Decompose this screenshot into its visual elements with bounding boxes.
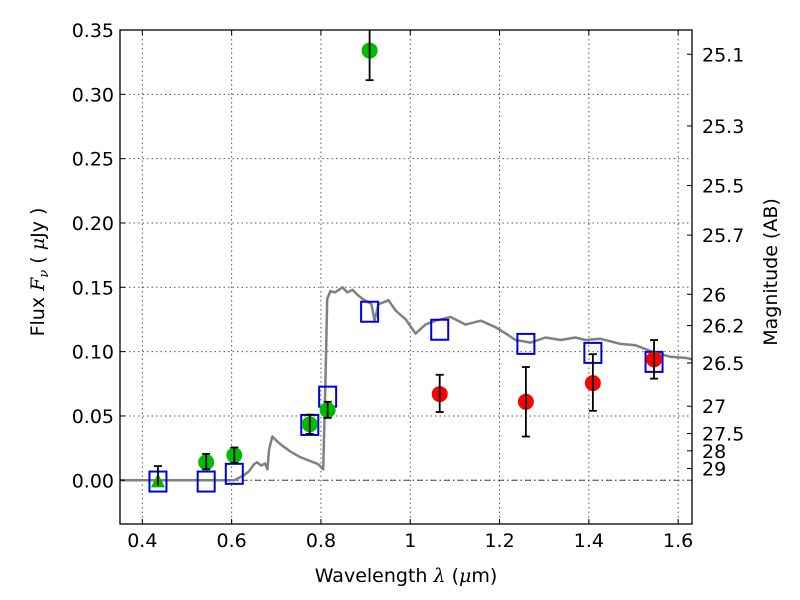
model-photometry-square	[360, 300, 380, 323]
nu-subscript: ν	[37, 270, 52, 278]
y2-tick-label: 25.1	[702, 44, 744, 66]
y2-tick-label: 27.5	[702, 424, 744, 446]
y2-tick-label: 26.5	[702, 353, 744, 375]
y-tick-label: 0.10	[72, 342, 114, 364]
model-photometry-square	[196, 470, 216, 493]
x-tick-label: 1	[404, 530, 416, 552]
x-axis-label-paren: (	[446, 565, 459, 587]
mu-symbol: μ	[459, 565, 471, 587]
series-model-photometry	[148, 300, 664, 493]
y2-axis-label: Magnitude (AB)	[760, 198, 782, 346]
y2-tick-label: 27	[702, 396, 726, 418]
model-spectrum-line	[120, 286, 692, 482]
series-model-spectrum	[120, 286, 692, 482]
model-photometry-square	[430, 318, 450, 341]
x-tick-label: 0.6	[217, 530, 247, 552]
x-axis-label: Wavelength λ (μm)	[315, 565, 498, 587]
x-tick-label: 0.4	[127, 530, 157, 552]
y-tick-label: 0.20	[72, 213, 114, 235]
mu-symbol: μ	[27, 238, 49, 250]
series-observed-upper-limit	[150, 465, 165, 488]
y-axis-label-text: Flux	[27, 291, 49, 337]
x-tick-label: 0.8	[306, 530, 336, 552]
model-photometry-square	[224, 462, 244, 485]
y-tick-label: 0.00	[72, 470, 114, 492]
y2-tick-label: 25.5	[702, 176, 744, 198]
x-axis-label-text: Wavelength	[315, 565, 434, 587]
x-axis: 0.4 0.6 0.8 1 1.2 1.4 1.6	[127, 30, 693, 552]
x-axis-label-unit: m)	[471, 565, 497, 587]
x-tick-label: 1.4	[574, 530, 604, 552]
plot-area	[120, 30, 692, 493]
y-axis-label: Flux Fν ( μJy )	[27, 208, 52, 337]
lambda-symbol: λ	[432, 565, 445, 587]
y-tick-label: 0.05	[72, 406, 114, 428]
y2-tick-label: 26	[702, 284, 726, 306]
y2-tick-label: 25.7	[702, 225, 744, 247]
y-axis-label-paren: (	[27, 250, 49, 270]
axes-frame	[119, 29, 693, 525]
series-observed-nir	[431, 339, 663, 438]
y-tick-label: 0.35	[72, 20, 114, 42]
grid	[120, 29, 692, 524]
y2-tick-label: 25.3	[702, 116, 744, 138]
y-tick-label: 0.15	[72, 277, 114, 299]
y2-tick-label: 29	[702, 459, 726, 481]
y-axis: 0.00 0.05 0.10 0.15 0.20 0.25 0.30 0.35	[72, 20, 125, 492]
flux-symbol: F	[27, 277, 49, 292]
y2-tick-label: 28	[702, 441, 726, 463]
series-observed-optical	[198, 30, 378, 471]
x-tick-label: 1.2	[484, 530, 514, 552]
y-tick-label: 0.30	[72, 84, 114, 106]
x-tick-label: 1.6	[663, 530, 693, 552]
y-tick-label: 0.25	[72, 149, 114, 171]
y-axis-label-unit: Jy )	[27, 208, 49, 239]
model-photometry-square	[516, 332, 536, 355]
y2-tick-label: 26.2	[702, 316, 744, 338]
